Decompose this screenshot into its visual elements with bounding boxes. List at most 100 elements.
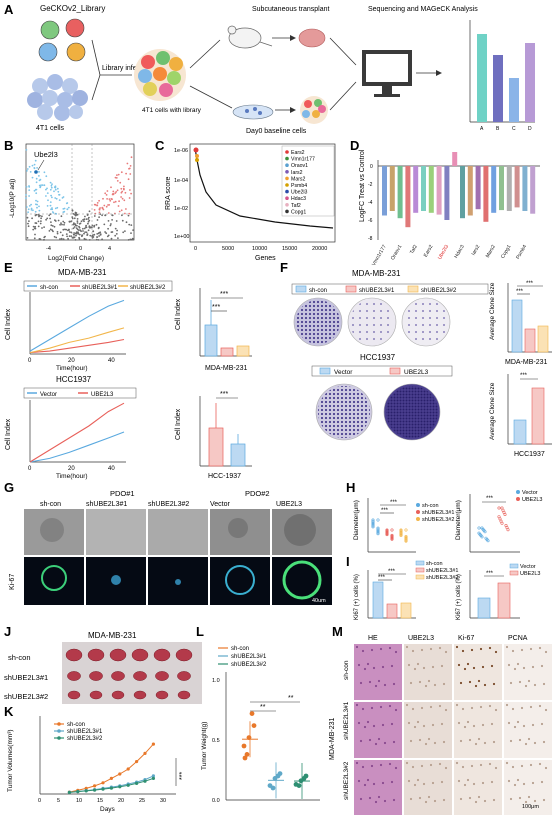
volcano-point <box>66 235 68 238</box>
volcano-point <box>60 222 62 225</box>
ihc-cell <box>527 737 531 741</box>
ihc-cell <box>394 708 398 712</box>
m-col-pcna: PCNA <box>508 635 528 642</box>
ihc-cell <box>494 650 498 654</box>
l-sig-2: ** <box>260 704 266 711</box>
logfc-bar <box>522 166 528 211</box>
e-legend-vector: Vector <box>40 392 57 398</box>
volcano-point <box>63 210 66 213</box>
e-legend-sh2: shUBE2L3#2 <box>130 285 166 291</box>
volcano-point <box>35 177 38 180</box>
ihc-cell <box>509 739 513 743</box>
logfc-label: Ears2 <box>423 244 435 259</box>
h-right-points <box>477 506 510 543</box>
volcano-point <box>47 199 49 202</box>
k-xtick-6: 30 <box>160 798 166 804</box>
ihc-cell <box>431 723 435 727</box>
volcano-point <box>51 196 53 199</box>
f-bar-shcon <box>511 299 523 353</box>
volcano-point <box>80 230 82 233</box>
rra-ytick-2: 1e-02 <box>174 206 188 212</box>
volcano-point <box>51 207 53 209</box>
volcano-point <box>25 197 27 200</box>
logfc-label: Vmn1r177 <box>371 244 388 267</box>
volcano-point <box>41 227 43 229</box>
ihc-cell <box>518 738 522 742</box>
ihc-cell <box>488 646 492 650</box>
l-point <box>244 752 250 757</box>
ihc-cell <box>527 795 531 799</box>
volcano-point <box>112 190 115 193</box>
volcano-point <box>101 207 104 210</box>
tumor <box>109 648 127 662</box>
ihc-cell <box>507 779 511 783</box>
i-left-legend-1: shUBE2L3#1 <box>426 568 458 574</box>
ihc-cell <box>383 741 387 745</box>
volcano-point <box>63 221 66 224</box>
ihc-cell <box>479 705 483 709</box>
k-legend-0: sh-con <box>67 722 85 728</box>
k-point <box>109 786 113 790</box>
panel-e-letter: E <box>4 260 13 275</box>
ihc-cell <box>461 765 465 769</box>
i-right-ylabel: Ki67 (+) cells (%) <box>456 574 462 620</box>
volcano-point <box>111 198 113 201</box>
tumor <box>89 690 103 700</box>
ihc-cell <box>363 667 367 671</box>
volcano-point <box>87 222 89 225</box>
volcano-point <box>27 225 30 228</box>
f-top-ylabel: Average Clone Size <box>489 282 496 340</box>
ihc-cell <box>372 724 376 728</box>
l-legend-1: shUBE2L3#1 <box>231 654 267 660</box>
volcano-point <box>127 214 130 217</box>
volcano-point <box>76 218 79 220</box>
logfc-label: Taf2 <box>409 244 419 255</box>
rra-legend-label: Ears2 <box>291 150 305 156</box>
i-right-sig: *** <box>486 571 494 577</box>
f-top-title: MDA-MB-231 <box>352 269 401 278</box>
ihc-cell <box>359 681 363 685</box>
ihc-cell <box>409 681 413 685</box>
volcano-point <box>65 228 68 231</box>
rra-highlight-point <box>193 147 199 153</box>
volcano-point <box>129 238 132 241</box>
ihc-cell <box>359 797 363 801</box>
h-point <box>404 539 408 543</box>
ihc-cell <box>470 706 474 710</box>
ihc-cell <box>413 783 417 787</box>
f-bot-ylabel: Average Clone Size <box>489 382 496 440</box>
volcano-point <box>118 200 120 203</box>
ihc-cell <box>388 646 392 650</box>
ihc-cell <box>372 782 376 786</box>
ihc-cell <box>372 666 376 670</box>
ihc-cell <box>363 725 367 729</box>
volcano-point <box>120 187 123 190</box>
ihc-cell <box>459 797 463 801</box>
volcano-point <box>25 194 27 196</box>
volcano-point <box>49 204 52 207</box>
ihc-cell <box>472 782 476 786</box>
g-bf-sh1 <box>86 509 146 555</box>
volcano-point <box>78 236 80 239</box>
volcano-point <box>43 238 45 241</box>
volcano-point <box>50 186 53 189</box>
h-right-legend-0: Vector <box>522 490 538 496</box>
ihc-cell <box>394 766 398 770</box>
rra-legend-dot <box>285 209 289 214</box>
volcano-point <box>88 210 91 213</box>
ihc-cell <box>357 779 361 783</box>
l-point <box>241 743 247 749</box>
volcano-point <box>83 220 85 223</box>
ihc-cell <box>459 681 463 685</box>
f-top-sig-2: *** <box>516 289 524 295</box>
volcano-point <box>117 205 120 207</box>
volcano-point <box>50 208 52 211</box>
volcano-point <box>54 207 57 210</box>
panel-i-letter: I <box>346 554 350 569</box>
k-line <box>69 743 154 793</box>
ihc-cell <box>379 705 383 709</box>
mouse-icon <box>227 25 273 49</box>
volcano-point <box>87 220 90 223</box>
k-point <box>151 774 155 778</box>
panel-f-letter: F <box>280 260 288 275</box>
